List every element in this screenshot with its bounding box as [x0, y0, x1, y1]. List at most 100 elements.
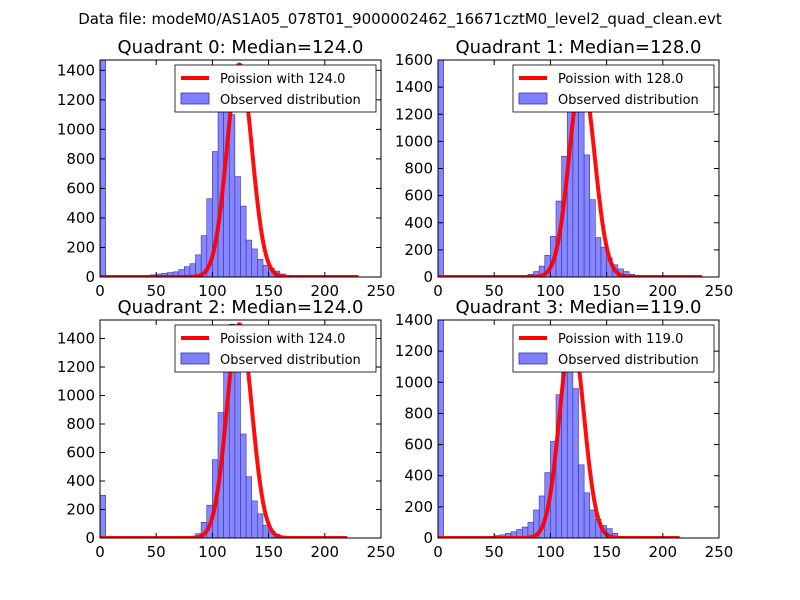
histogram-bar [589, 509, 596, 538]
legend-bar-label: Observed distribution [220, 353, 361, 368]
edge-bar [100, 494, 106, 538]
y-tick-label: 400 [404, 214, 433, 232]
axes-frame [437, 319, 720, 539]
histogram-bar [262, 264, 269, 277]
x-tick-label: 50 [485, 282, 504, 300]
y-tick-label: 0 [423, 529, 433, 547]
y-tick-label: 1200 [395, 105, 433, 123]
x-tick-label: 0 [95, 543, 105, 561]
x-tick-label: 250 [367, 543, 396, 561]
histogram-bar [228, 114, 236, 277]
y-tick-label: 200 [66, 238, 95, 256]
y-tick-label: 800 [404, 160, 433, 178]
histogram-bar [578, 464, 585, 538]
subplot-quadrant-0: 0 50 100 150 200 250 0 200 400 600 800 1000 1200 1400… [57, 37, 396, 300]
y-tick-label: 1400 [57, 330, 95, 348]
subplot-quadrant-3: 0 50 100 150 200 250 0 200 400 600 800 1000 1200 1400… [395, 297, 734, 561]
x-tick-label: 100 [198, 543, 227, 561]
y-tick-label: 800 [66, 415, 95, 433]
plot-area [438, 320, 682, 538]
histogram-bar [595, 237, 602, 277]
y-tick-label: 0 [85, 268, 95, 286]
y-tick-label: 400 [404, 467, 433, 485]
x-tick-label: 50 [147, 282, 166, 300]
edge-bar [100, 60, 106, 277]
legend-box [174, 324, 377, 373]
y-tick-label: 200 [66, 501, 95, 519]
x-tick-label: 250 [367, 282, 396, 300]
y-tick-label: 600 [66, 179, 95, 197]
poisson-fit-line [438, 74, 704, 277]
legend: Poission with 119.0 Observed distribution [512, 324, 715, 373]
x-tick-label: 200 [648, 282, 677, 300]
histogram-bar [234, 176, 241, 277]
poisson-fit-line [100, 62, 360, 277]
y-tick-label: 800 [66, 150, 95, 168]
legend-bar-swatch [180, 92, 210, 105]
histogram-bar [257, 513, 264, 538]
y-tick-label: 1000 [395, 373, 433, 391]
x-tick-label: 200 [648, 543, 677, 561]
y-tick-label: 1400 [395, 311, 433, 329]
subplot-title: Quadrant 1: Median=128.0 [456, 37, 702, 58]
legend-bar-swatch [518, 92, 548, 105]
histogram-bar [589, 199, 596, 277]
y-tick-label: 1200 [57, 358, 95, 376]
y-tick-label: 0 [85, 529, 95, 547]
x-tick-label: 250 [705, 282, 734, 300]
y-tick-label: 200 [404, 498, 433, 516]
histogram-bar [257, 258, 264, 277]
histogram-bar [245, 476, 253, 538]
x-tick-label: 200 [310, 543, 339, 561]
legend: Poission with 124.0 Observed distribution [174, 64, 377, 113]
legend: Poission with 128.0 Observed distribution [512, 64, 715, 113]
poisson-fit-line [438, 333, 682, 538]
y-tick-label: 600 [404, 436, 433, 454]
legend-fit-label: Poission with 119.0 [558, 332, 683, 347]
y-tick-label: 800 [404, 404, 433, 422]
figure-title: Data file: modeM0/AS1A05_078T01_90000024… [78, 10, 722, 29]
y-tick-label: 600 [66, 444, 95, 462]
x-tick-label: 100 [536, 282, 565, 300]
histogram-bar [583, 492, 591, 538]
axes-frame [99, 319, 382, 539]
y-tick-label: 1600 [395, 51, 433, 69]
histogram-bar [251, 500, 258, 538]
y-tick-label: 1400 [395, 78, 433, 96]
y-tick-label: 400 [66, 472, 95, 490]
y-tick-label: 0 [423, 268, 433, 286]
x-tick-label: 50 [147, 543, 166, 561]
histogram-bar [245, 239, 253, 277]
subplot-title: Quadrant 2: Median=124.0 [118, 297, 364, 318]
edge-bar [438, 320, 444, 538]
axes-frame [99, 59, 382, 278]
legend-fit-label: Poission with 124.0 [220, 72, 345, 87]
legend-bar-swatch [518, 352, 548, 365]
x-tick-label: 0 [433, 543, 443, 561]
y-tick-label: 1200 [395, 342, 433, 360]
y-tick-label: 200 [404, 241, 433, 259]
legend-bar-label: Observed distribution [558, 93, 699, 108]
histogram-bar [240, 433, 247, 538]
x-tick-label: 150 [592, 543, 621, 561]
x-tick-label: 0 [95, 282, 105, 300]
histogram-bar [572, 388, 579, 538]
subplot-quadrant-2: 0 50 100 150 200 250 0 200 400 600 800 1000 1200 1400… [57, 297, 396, 561]
x-tick-label: 100 [536, 543, 565, 561]
y-tick-label: 1000 [57, 120, 95, 138]
y-tick-label: 1200 [57, 91, 95, 109]
histogram-bar [234, 370, 241, 538]
legend-bar-label: Observed distribution [558, 353, 699, 368]
poisson-fit-line [100, 322, 349, 538]
y-tick-label: 1000 [57, 387, 95, 405]
histogram-bar [583, 154, 591, 277]
x-tick-label: 0 [433, 282, 443, 300]
histogram-bar [578, 88, 585, 277]
x-tick-label: 150 [592, 282, 621, 300]
legend: Poission with 124.0 Observed distribution [174, 324, 377, 373]
x-tick-label: 100 [198, 282, 227, 300]
legend-bar-label: Observed distribution [220, 93, 361, 108]
x-tick-label: 200 [310, 282, 339, 300]
x-tick-label: 150 [254, 282, 283, 300]
